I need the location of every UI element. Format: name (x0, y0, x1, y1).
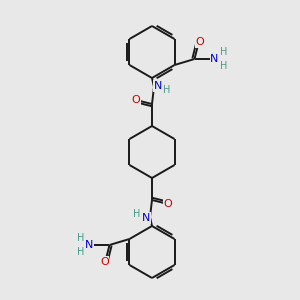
Text: H: H (220, 61, 227, 71)
Text: H: H (163, 85, 171, 95)
Text: N: N (210, 54, 219, 64)
Text: N: N (154, 81, 162, 91)
Text: H: H (133, 209, 141, 219)
Text: O: O (164, 199, 172, 209)
Text: O: O (195, 37, 204, 47)
Text: H: H (77, 233, 84, 243)
Text: O: O (100, 257, 109, 267)
Text: H: H (220, 47, 227, 57)
Text: N: N (142, 213, 150, 223)
Text: O: O (132, 95, 140, 105)
Text: H: H (77, 247, 84, 257)
Text: N: N (85, 240, 94, 250)
